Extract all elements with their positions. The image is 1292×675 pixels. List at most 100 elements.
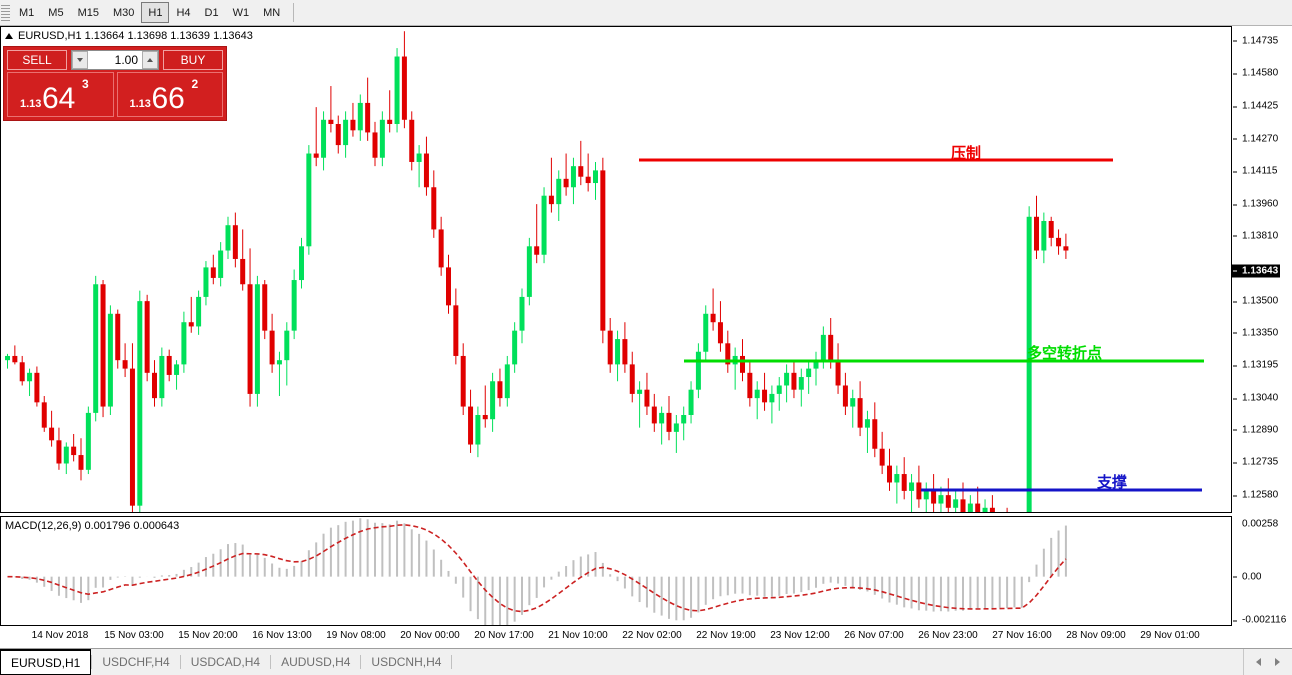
candle	[137, 290, 143, 512]
candle	[637, 381, 643, 428]
macd-signal-line	[7, 524, 1067, 613]
candle	[269, 313, 275, 373]
time-axis-tick: 20 Nov 00:00	[400, 630, 460, 641]
timeframe-button-h1[interactable]: H1	[141, 2, 170, 23]
timeframe-button-h4[interactable]: H4	[176, 6, 191, 19]
price-axis-tick: 1.13350	[1232, 327, 1278, 338]
current-price-label: 1.13643	[1232, 264, 1281, 278]
timeframe-toolbar: M1 M5 M15 M30 H1 H4 D1 W1 MN	[0, 0, 1292, 26]
time-axis-tick: 28 Nov 09:00	[1066, 630, 1126, 641]
candle	[372, 121, 378, 167]
toolbar-grip[interactable]	[1, 3, 10, 22]
candle	[284, 322, 290, 386]
macd-label: MACD(12,26,9) 0.001796 0.000643	[5, 520, 180, 532]
candle	[548, 157, 554, 213]
macd-indicator-pane[interactable]: MACD(12,26,9) 0.001796 0.000643	[0, 516, 1232, 626]
candle	[63, 442, 69, 475]
tab-scroll-controls	[1243, 649, 1292, 675]
price-axis-tick: 1.14115	[1232, 166, 1277, 177]
timeframe-button-d1[interactable]: D1	[204, 6, 219, 19]
buy-button[interactable]: BUY	[163, 50, 223, 70]
scroll-right-icon[interactable]	[1275, 658, 1280, 666]
volume-increase-button[interactable]	[142, 51, 158, 69]
candle	[85, 406, 91, 475]
candle	[666, 396, 672, 441]
chart-tab-usdcad[interactable]: USDCAD,H4	[190, 655, 261, 669]
candle	[27, 368, 33, 397]
candle	[299, 237, 304, 289]
scroll-left-icon[interactable]	[1256, 658, 1261, 666]
chart-area[interactable]: 压制 多空转折点 支撑 EURUSD,H1 1.13664 1.13698 1.13…	[0, 26, 1292, 626]
candle	[989, 495, 995, 512]
candlestick-series	[5, 31, 1069, 512]
price-axis-tick: 1.14270	[1232, 133, 1278, 144]
sell-button[interactable]: SELL	[7, 50, 67, 70]
volume-input[interactable]: 1.00	[88, 51, 142, 69]
macd-axis-tick: 0.00	[1232, 571, 1261, 582]
chart-tab-bar: EURUSD,H1 USDCHF,H4 USDCAD,H4 AUDUSD,H4 USDC…	[0, 648, 1292, 675]
candle	[225, 216, 231, 259]
chart-tab-usdcnh[interactable]: USDCNH,H4	[371, 655, 442, 669]
candle	[798, 368, 804, 407]
candle	[379, 111, 385, 167]
time-axis-tick: 29 Nov 01:00	[1140, 630, 1200, 641]
macd-axis-tick: 0.00258	[1242, 518, 1279, 530]
volume-stepper[interactable]: 1.00	[71, 50, 159, 70]
toolbar-divider	[293, 3, 295, 22]
candle	[129, 343, 135, 512]
candle	[938, 486, 944, 512]
candle	[887, 448, 892, 491]
candle	[629, 351, 635, 403]
candle	[688, 381, 694, 424]
timeframe-button-m5[interactable]: M5	[48, 6, 64, 19]
candle	[262, 280, 268, 340]
candle	[578, 140, 584, 186]
candle	[218, 242, 224, 287]
time-axis[interactable]: 14 Nov 2018 15 Nov 03:00 15 Nov 20:00 16 No…	[0, 626, 1292, 648]
sell-price-tile[interactable]: 1.13 64 3	[7, 72, 114, 117]
candle	[335, 115, 341, 154]
candle	[144, 294, 150, 382]
timeframe-button-mn[interactable]: MN	[263, 6, 281, 19]
price-axis[interactable]: 1.14735 1.14580 1.14425 1.14270 1.14115 1.139…	[1232, 26, 1292, 513]
buy-price-fraction: 2	[191, 77, 199, 91]
time-axis-tick: 26 Nov 07:00	[844, 630, 904, 641]
timeframe-button-m1[interactable]: M1	[19, 6, 35, 19]
candle	[813, 351, 819, 386]
candle	[401, 31, 407, 129]
timeframe-button-m15[interactable]: M15	[77, 6, 99, 19]
buy-price-tile[interactable]: 1.13 66 2	[116, 72, 223, 117]
chart-tab-eurusd[interactable]: EURUSD,H1	[0, 649, 92, 675]
chart-tab-audusd[interactable]: AUDUSD,H4	[281, 655, 351, 669]
timeframe-button-m30[interactable]: M30	[112, 6, 135, 19]
time-axis-tick: 22 Nov 19:00	[696, 630, 756, 641]
volume-decrease-button[interactable]	[72, 51, 88, 69]
chart-up-triangle-icon	[5, 33, 13, 39]
price-axis-tick: 1.13040	[1232, 393, 1278, 404]
candle	[431, 170, 437, 238]
candle	[570, 157, 576, 205]
candle	[365, 77, 371, 141]
timeframe-button-group: M1 M5 M15 M30 H1 H4 D1 W1 MN	[12, 0, 287, 25]
candle	[321, 111, 327, 171]
one-click-trading-panel[interactable]: SELL 1.00 BUY 1.13 64 3 1.13	[3, 46, 227, 121]
candle	[556, 170, 562, 221]
candle	[159, 347, 165, 407]
candle	[725, 330, 731, 373]
candle	[659, 406, 665, 445]
chart-tab-list: EURUSD,H1 USDCHF,H4 USDCAD,H4 AUDUSD,H4 USDC…	[0, 649, 453, 675]
sell-price-pips: 64	[42, 82, 76, 115]
price-axis-tick: 1.14735	[1232, 35, 1278, 46]
candle	[19, 355, 25, 386]
price-chart-pane[interactable]: 压制 多空转折点 支撑 EURUSD,H1 1.13664 1.13698 1.13…	[0, 26, 1232, 513]
candle	[1063, 233, 1069, 259]
timeframe-button-w1[interactable]: W1	[232, 6, 250, 19]
price-axis-tick: 1.12735	[1232, 457, 1278, 468]
candle	[872, 402, 878, 458]
price-axis-tick: 1.13810	[1232, 230, 1278, 241]
price-axis-tick: 1.13500	[1232, 296, 1278, 307]
candle	[78, 438, 84, 481]
candle	[703, 305, 709, 361]
candle	[585, 153, 591, 192]
chart-tab-usdchf[interactable]: USDCHF,H4	[102, 655, 170, 669]
